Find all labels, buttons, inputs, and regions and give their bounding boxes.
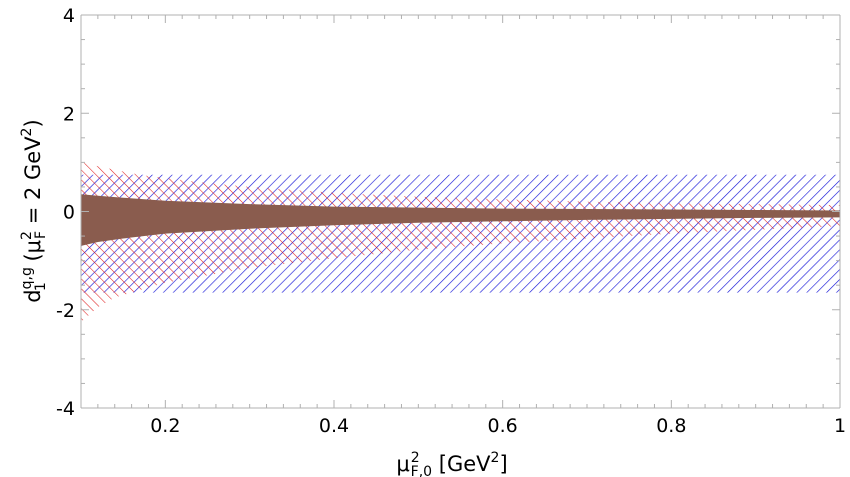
y-tick-label: -4 [56, 398, 75, 420]
y-tick-label: -2 [56, 300, 75, 322]
ticks-layer: 0.2 0.4 0.6 0.8 1 4 2 0 -2 -4 [56, 5, 846, 437]
x-tick-label: 0.4 [319, 415, 349, 437]
x-tick-label: 0.8 [656, 415, 686, 437]
y-tick-label: 0 [63, 202, 75, 224]
bands-layer [81, 162, 840, 322]
y-tick-label: 2 [63, 103, 75, 125]
x-tick-label: 1 [834, 415, 846, 437]
x-tick-label: 0.2 [150, 415, 180, 437]
y-tick-label: 4 [63, 5, 75, 27]
y-axis-title: dq,g1 (μ2F = 2 GeV2) [19, 119, 49, 302]
x-tick-label: 0.6 [488, 415, 518, 437]
band-solid-2 [81, 194, 840, 246]
x-axis-title: μ2 F,0 [GeV2] [396, 450, 507, 477]
band-hatch-diagonal-up-1 [81, 162, 840, 322]
